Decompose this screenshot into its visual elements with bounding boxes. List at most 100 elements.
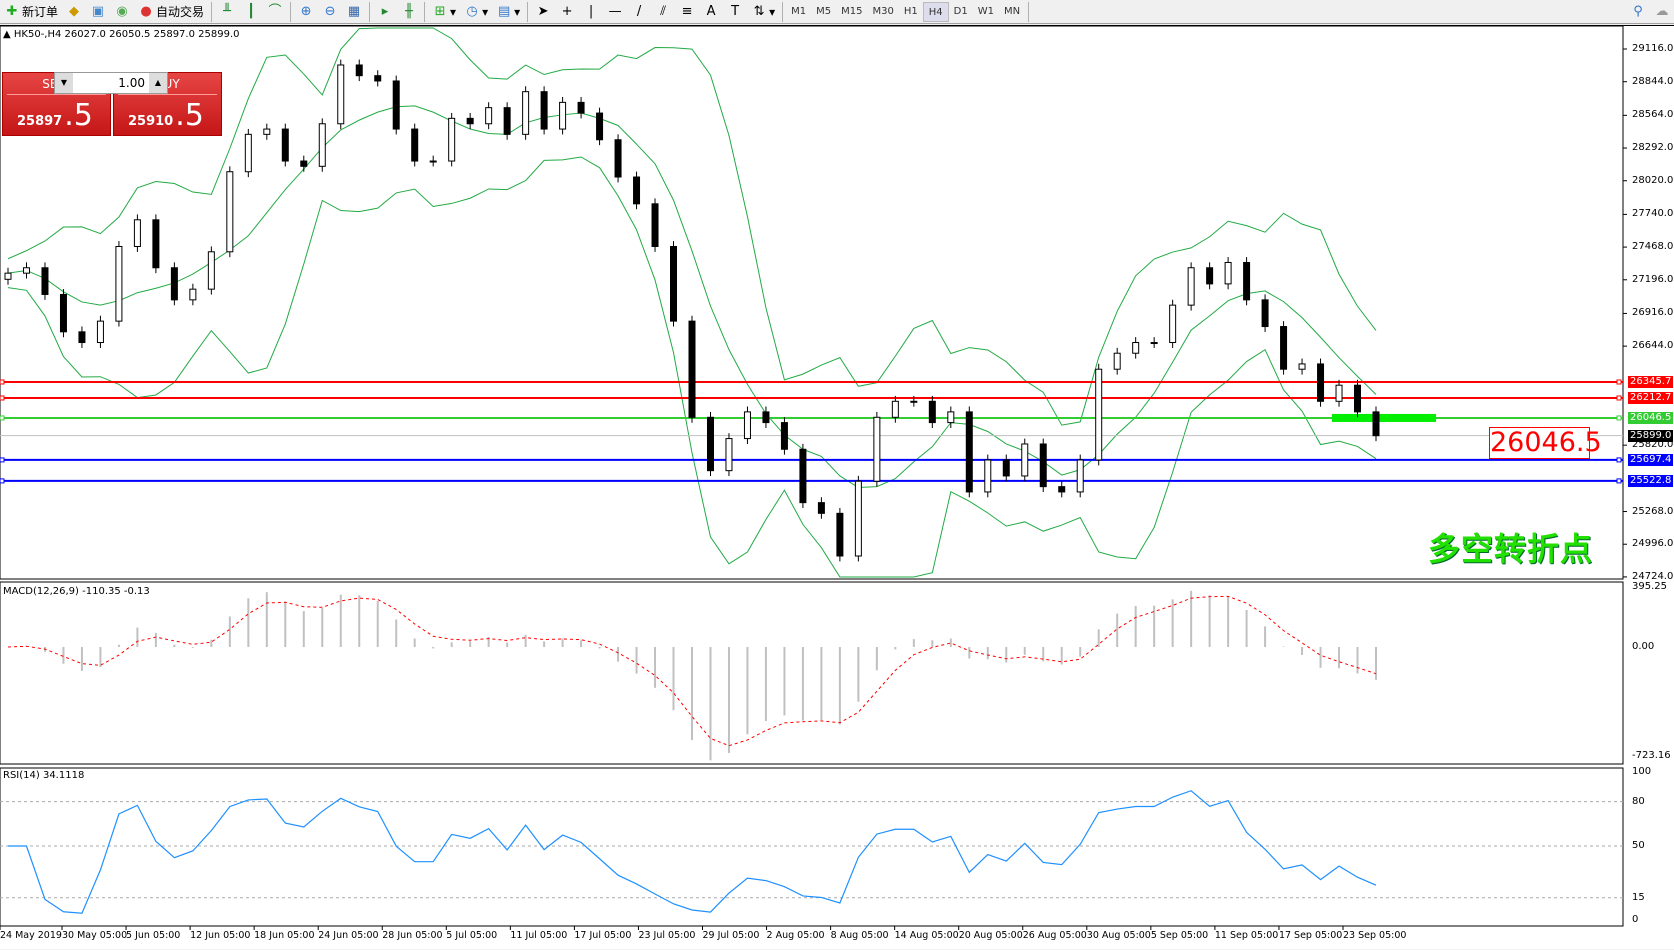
candle-body	[1298, 363, 1306, 370]
time-axis-label: 5 Jun 05:00	[126, 930, 181, 941]
autoscroll-button[interactable]: ▸	[373, 1, 397, 23]
candle-body	[1113, 352, 1121, 370]
timeframe-m5[interactable]: M5	[816, 5, 832, 17]
separator	[782, 1, 784, 22]
timeframe-m30[interactable]: M30	[872, 5, 894, 17]
lot-decrease-button[interactable]: ▼	[55, 73, 73, 93]
periods-button[interactable]: ◷ ▾	[460, 1, 492, 23]
rsi-axis-label: 15	[1632, 891, 1645, 903]
cursor-button[interactable]: ➤	[531, 1, 555, 23]
chat-button[interactable]: ☁	[1650, 1, 1674, 23]
signals-button[interactable]: ◉	[110, 1, 134, 23]
timeframe-w1[interactable]: W1	[977, 5, 994, 17]
line-chart-button[interactable]: ⌒	[263, 1, 287, 23]
candle-body	[873, 416, 881, 482]
candle-body	[614, 139, 622, 178]
search-button[interactable]: ⚲	[1626, 1, 1650, 23]
level-price-tag: 25899.0	[1628, 429, 1674, 442]
vertical-line-button[interactable]: |	[579, 1, 603, 23]
chart-shift-button[interactable]: ╫	[397, 1, 421, 23]
time-axis-label: 2 Aug 05:00	[766, 930, 825, 941]
lot-increase-button[interactable]: ▲	[149, 73, 167, 93]
timeframe-m15[interactable]: M15	[841, 5, 863, 17]
time-axis-label: 29 Jul 05:00	[702, 930, 760, 941]
time-axis-label: 17 Sep 05:00	[1278, 930, 1343, 941]
level-handle	[1616, 415, 1622, 421]
candle-body	[133, 219, 141, 247]
timeframe-d1[interactable]: D1	[953, 5, 968, 17]
horizontal-line-button[interactable]: —	[603, 1, 627, 23]
trendline-button[interactable]: /	[627, 1, 651, 23]
auto-trading-button[interactable]: ● 自动交易	[134, 1, 208, 23]
price-annotation-box[interactable]: 26046.5	[1489, 427, 1602, 459]
time-axis-label: 24 May 2019	[0, 930, 62, 941]
price-axis-label: 27740.0	[1632, 208, 1674, 220]
candle-body	[670, 245, 678, 322]
candle-body	[725, 438, 733, 472]
fibonacci-button[interactable]: ≡	[675, 1, 699, 23]
candlestick-button[interactable]: ┃	[239, 1, 263, 23]
crosshair-button[interactable]: +	[555, 1, 579, 23]
arrows-button[interactable]: ⇅ ▾	[747, 1, 779, 23]
separator	[290, 1, 292, 22]
auto-trading-icon: ●	[140, 3, 152, 19]
time-axis-label: 20 Aug 05:00	[958, 930, 1023, 941]
zoom-in-icon: ⊕	[300, 3, 312, 19]
bar-chart-button[interactable]: ╨	[215, 1, 239, 23]
time-axis-label: 30 Aug 05:00	[1086, 930, 1151, 941]
candle-body	[1076, 459, 1084, 493]
terminal-button[interactable]: ▣	[86, 1, 110, 23]
price-axis-label: 25820.0	[1632, 439, 1674, 451]
metaeditor-button[interactable]: ◆	[62, 1, 86, 23]
clock-icon: ◷	[466, 3, 478, 19]
tile-icon: ▦	[347, 3, 361, 19]
annotation-text[interactable]: 多空转折点	[1428, 530, 1594, 568]
indicators-button[interactable]: ⊞ ▾	[428, 1, 460, 23]
timeframe-m1[interactable]: M1	[791, 5, 807, 17]
candle-body	[836, 512, 844, 557]
text-label-icon: T	[731, 3, 740, 19]
rsi-axis-label: 50	[1632, 840, 1645, 851]
timeframe-mn[interactable]: MN	[1003, 5, 1021, 17]
dropdown-arrow-icon: ▾	[482, 4, 489, 19]
candle-body	[1372, 411, 1380, 437]
timeframe-h4[interactable]: H4	[922, 1, 949, 22]
candle-body	[854, 480, 862, 557]
macd-axis-label: 395.25	[1632, 581, 1667, 593]
new-order-button[interactable]: ✚ 新订单	[0, 1, 62, 23]
chart-canvas[interactable]	[0, 26, 1674, 950]
candle-body	[244, 133, 252, 173]
label-button[interactable]: T	[723, 1, 747, 23]
candle-body	[152, 219, 160, 269]
price-axis-label: 28844.0	[1632, 75, 1674, 87]
candle-body	[1169, 304, 1177, 344]
text-button[interactable]: A	[699, 1, 723, 23]
zoom-in-button[interactable]: ⊕	[294, 1, 318, 23]
timeframe-h1[interactable]: H1	[903, 5, 918, 17]
sell-price: 25897.5	[17, 98, 93, 133]
candle-body	[96, 320, 104, 344]
channel-button[interactable]: ⫽	[651, 1, 675, 23]
candle-body	[984, 459, 992, 493]
candle-body	[947, 411, 955, 424]
lot-stepper[interactable]: ▼ 1.00 ▲	[54, 72, 168, 94]
candle-body	[170, 267, 178, 301]
tile-windows-button[interactable]: ▦	[342, 1, 366, 23]
chart-window[interactable]: ▲ HK50-,H4 26027.0 26050.5 25897.0 25899…	[0, 25, 1674, 949]
templates-button[interactable]: ▤ ▾	[492, 1, 524, 23]
time-axis-label: 11 Sep 05:00	[1214, 930, 1279, 941]
new-order-icon: ✚	[6, 3, 18, 19]
candle-body	[226, 171, 234, 253]
zoom-out-button[interactable]: ⊖	[318, 1, 342, 23]
candle-body	[485, 107, 493, 125]
lot-input[interactable]: 1.00	[73, 73, 149, 93]
template-icon: ▤	[497, 3, 511, 19]
candle-body	[78, 331, 86, 344]
trendline-icon: /	[636, 3, 642, 19]
macd-axis-label: 0.00	[1632, 641, 1655, 652]
line-chart-icon: ⌒	[268, 3, 282, 19]
level-handle	[1616, 457, 1622, 463]
candle-body	[429, 160, 437, 163]
candle-body	[207, 251, 215, 290]
level-handle	[1616, 478, 1622, 484]
